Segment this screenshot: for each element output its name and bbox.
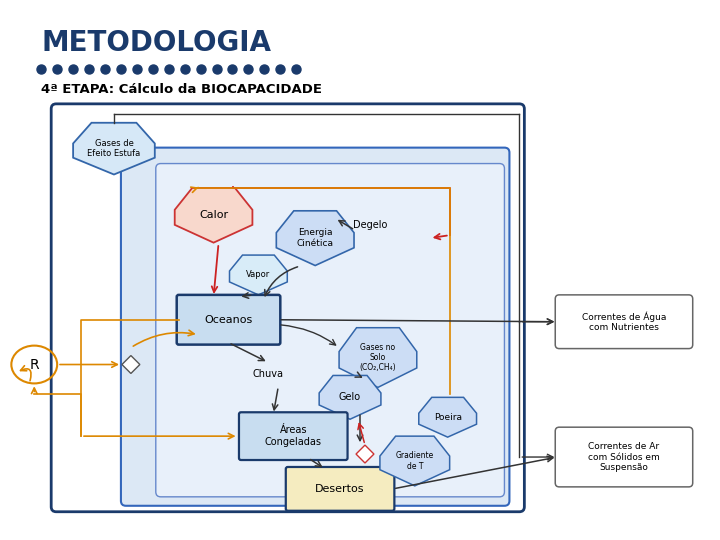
Text: Gases de
Efeito Estufa: Gases de Efeito Estufa	[87, 139, 140, 158]
Text: Chuva: Chuva	[253, 369, 284, 380]
Polygon shape	[419, 397, 477, 437]
Polygon shape	[73, 123, 155, 174]
Text: Gases no
Solo
(CO₂,CH₄): Gases no Solo (CO₂,CH₄)	[359, 343, 396, 373]
Polygon shape	[276, 211, 354, 266]
FancyBboxPatch shape	[156, 164, 505, 497]
Polygon shape	[122, 355, 140, 374]
Text: Calor: Calor	[199, 210, 228, 220]
Text: Oceanos: Oceanos	[204, 315, 253, 325]
Text: Poeira: Poeira	[433, 413, 462, 422]
Text: METODOLOGIA: METODOLOGIA	[41, 29, 271, 57]
Polygon shape	[380, 436, 450, 486]
Text: Gelo: Gelo	[339, 393, 361, 402]
Text: Energia
Cinética: Energia Cinética	[297, 228, 333, 248]
Text: 4ª ETAPA: Cálculo da BIOCAPACIDADE: 4ª ETAPA: Cálculo da BIOCAPACIDADE	[41, 83, 323, 96]
FancyBboxPatch shape	[286, 467, 395, 511]
Polygon shape	[339, 328, 417, 387]
Text: Áreas
Congeladas: Áreas Congeladas	[265, 426, 322, 447]
Polygon shape	[230, 255, 287, 295]
Polygon shape	[319, 375, 381, 419]
Text: Vapor: Vapor	[246, 271, 271, 280]
Polygon shape	[356, 445, 374, 463]
FancyBboxPatch shape	[555, 295, 693, 349]
Text: Gradiente
de T: Gradiente de T	[396, 451, 434, 471]
Text: Desertos: Desertos	[315, 484, 365, 494]
FancyBboxPatch shape	[555, 427, 693, 487]
Text: R: R	[30, 357, 39, 372]
Text: Degelo: Degelo	[353, 220, 387, 230]
Text: Correntes de Água
com Nutrientes: Correntes de Água com Nutrientes	[582, 311, 666, 332]
FancyBboxPatch shape	[176, 295, 280, 345]
FancyBboxPatch shape	[239, 412, 348, 460]
Polygon shape	[175, 188, 253, 242]
FancyBboxPatch shape	[121, 147, 510, 506]
Text: Correntes de Ar
com Sólidos em
Suspensão: Correntes de Ar com Sólidos em Suspensão	[588, 442, 660, 472]
